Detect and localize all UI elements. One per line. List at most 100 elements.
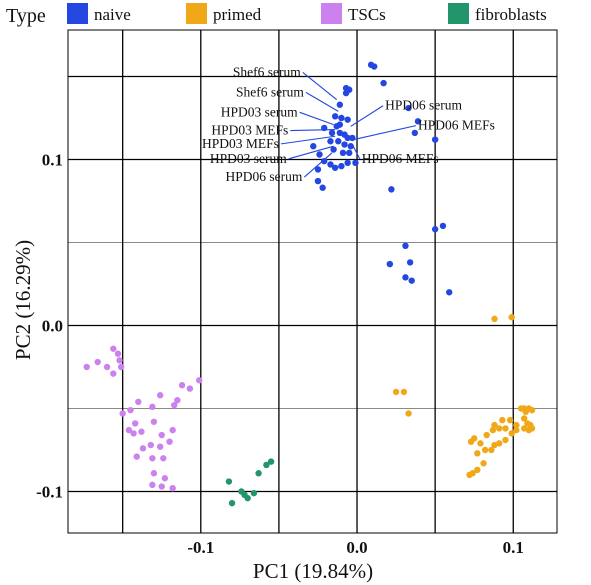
point-primed-8 <box>522 408 529 416</box>
annotation-leader-1 <box>305 91 339 112</box>
legend-label-TSCs: TSCs <box>348 5 386 24</box>
point-primed-17 <box>506 416 514 424</box>
legend-entry-fibroblasts: fibroblasts <box>448 3 547 24</box>
point-naive-8 <box>331 113 339 120</box>
point-primed-22 <box>508 430 515 437</box>
annotation-label-8: HPD06 MEFs <box>418 118 495 133</box>
point-TSCs-1 <box>114 350 122 357</box>
point-TSCs-20 <box>138 428 145 435</box>
point-primed-32 <box>470 435 478 442</box>
point-naive-41 <box>439 222 447 230</box>
point-naive-38 <box>411 129 419 137</box>
point-TSCs-27 <box>156 443 164 450</box>
point-naive-45 <box>406 259 414 266</box>
point-TSCs-8 <box>196 377 203 384</box>
point-primed-21 <box>502 425 509 432</box>
point-naive-37 <box>414 118 422 125</box>
point-TSCs-13 <box>156 392 164 399</box>
y-tick-label-0: -0.1 <box>36 482 63 501</box>
point-naive-32 <box>344 159 351 167</box>
point-primed-34 <box>474 450 481 457</box>
point-naive-27 <box>321 157 328 165</box>
point-naive-17 <box>349 134 356 142</box>
point-naive-6 <box>336 101 344 108</box>
point-TSCs-34 <box>169 484 176 492</box>
point-naive-43 <box>402 242 409 250</box>
point-naive-26 <box>316 151 323 158</box>
point-TSCs-15 <box>135 398 142 406</box>
point-primed-36 <box>474 466 481 474</box>
point-TSCs-12 <box>171 401 178 409</box>
point-naive-5 <box>380 79 387 87</box>
point-primed-26 <box>502 436 509 444</box>
point-naive-13 <box>328 129 336 137</box>
point-TSCs-30 <box>149 455 156 462</box>
annotation-leader-6 <box>303 152 333 178</box>
point-naive-28 <box>327 161 334 168</box>
legend-swatch-naive <box>67 3 88 24</box>
annotation-label-9: HPD06 MEFs <box>362 151 439 166</box>
point-primed-2 <box>392 388 400 396</box>
point-TSCs-3 <box>103 363 111 371</box>
annotation-label-5: HPD03 serum <box>210 151 287 166</box>
point-naive-30 <box>331 164 339 171</box>
point-naive-34 <box>314 177 322 185</box>
point-TSCs-18 <box>150 418 158 425</box>
point-TSCs-23 <box>169 426 176 434</box>
point-primed-3 <box>400 388 408 396</box>
point-naive-40 <box>388 186 395 193</box>
point-TSCs-16 <box>127 406 134 414</box>
point-TSCs-24 <box>158 431 165 439</box>
annotation-leader-4 <box>280 135 336 145</box>
annotation-label-6: HPD06 serum <box>225 169 302 184</box>
point-primed-23 <box>513 426 520 434</box>
point-primed-16 <box>499 416 506 424</box>
point-primed-30 <box>481 446 489 454</box>
annotation-label-1: Shef6 serum <box>236 84 304 99</box>
y-axis-ticks: -0.1 0.0 0.1 <box>36 150 63 501</box>
point-TSCs-19 <box>131 420 139 427</box>
point-TSCs-31 <box>160 455 167 462</box>
point-primed-4 <box>405 410 412 417</box>
point-naive-39 <box>431 136 439 143</box>
point-primed-19 <box>491 421 498 429</box>
legend-swatch-TSCs <box>321 3 342 24</box>
point-TSCs-35 <box>158 483 165 490</box>
y-tick-label-2: 0.1 <box>42 150 63 169</box>
point-primed-0 <box>491 315 498 323</box>
point-fibroblasts-7 <box>250 489 258 497</box>
x-tick-label-0: -0.1 <box>187 538 214 557</box>
annotation-label-4: HPD03 MEFs <box>202 136 279 151</box>
legend-title: Type <box>6 5 46 27</box>
point-naive-1 <box>371 63 378 70</box>
annotation-label-0: Shef6 serum <box>233 64 301 79</box>
point-primed-33 <box>477 440 484 447</box>
point-primed-20 <box>495 425 503 432</box>
x-tick-label-1: 0.0 <box>346 538 367 557</box>
legend-entries: naive primed TSCs fibroblasts <box>67 3 547 24</box>
point-primed-15 <box>528 425 536 432</box>
point-fibroblasts-3 <box>225 478 233 485</box>
legend-swatch-primed <box>186 3 207 24</box>
point-naive-33 <box>352 159 359 167</box>
point-TSCs-2 <box>94 358 101 366</box>
point-naive-48 <box>446 289 453 296</box>
point-TSCs-36 <box>149 481 156 489</box>
point-naive-12 <box>344 116 351 123</box>
annotation-label-3: HPD03 MEFs <box>211 123 288 138</box>
point-TSCs-21 <box>125 426 133 434</box>
point-TSCs-32 <box>150 470 158 477</box>
x-tick-label-2: 0.1 <box>503 538 524 557</box>
point-naive-19 <box>335 138 342 145</box>
point-TSCs-5 <box>110 370 117 377</box>
x-axis-title: PC1 (19.84%) <box>253 559 373 583</box>
point-fibroblasts-0 <box>267 458 275 465</box>
point-TSCs-9 <box>186 385 194 392</box>
legend-entry-naive: naive <box>67 3 131 24</box>
legend-entry-primed: primed <box>186 3 262 24</box>
point-naive-24 <box>346 149 353 157</box>
x-axis-ticks: -0.1 0.0 0.1 <box>187 538 524 557</box>
